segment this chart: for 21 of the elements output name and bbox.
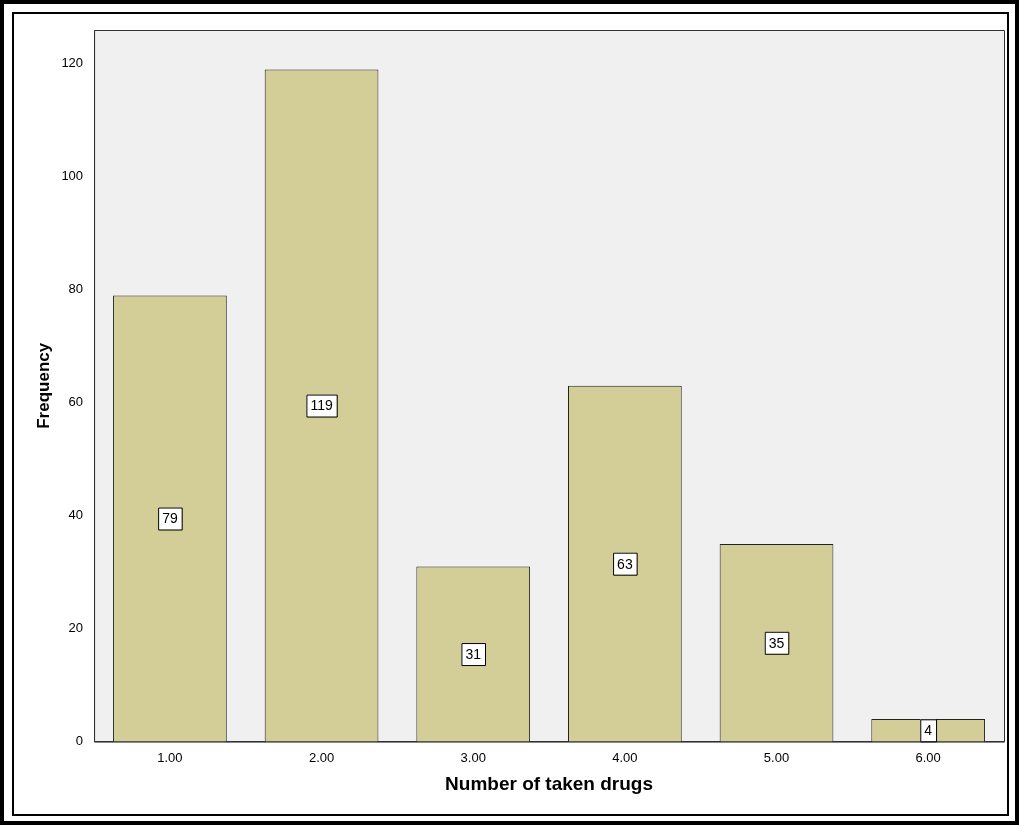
- y-tick-label: 40: [68, 507, 84, 523]
- data-label: 63: [617, 555, 633, 572]
- data-label: 79: [162, 510, 178, 527]
- y-tick-label: 120: [61, 55, 84, 71]
- y-tick-label: 60: [68, 394, 84, 410]
- y-axis-title: Frequency: [33, 342, 53, 429]
- y-tick-label: 0: [75, 733, 84, 749]
- y-tick-label: 20: [68, 620, 84, 636]
- x-tick-label: 5.00: [763, 749, 790, 765]
- x-tick-label: 3.00: [460, 749, 486, 765]
- data-label: 35: [768, 634, 785, 651]
- x-tick-label: 2.00: [308, 749, 335, 765]
- x-tick-label: 6.00: [915, 749, 941, 765]
- data-label: 31: [465, 645, 482, 662]
- x-tick-label: 4.00: [612, 749, 638, 765]
- y-tick-label: 100: [61, 168, 84, 184]
- x-tick-label: 1.00: [157, 749, 183, 765]
- x-axis-title: Number of taken drugs: [445, 772, 654, 794]
- y-tick-label: 80: [68, 281, 84, 297]
- data-label: 4: [924, 722, 933, 739]
- data-label: 119: [310, 397, 333, 414]
